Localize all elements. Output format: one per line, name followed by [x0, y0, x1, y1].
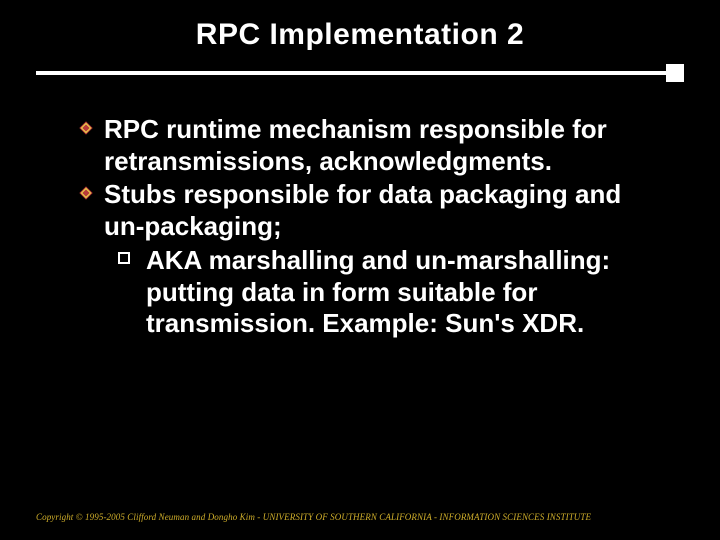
bullet-item: RPC runtime mechanism responsible for re… — [78, 114, 660, 177]
bullet-item: Stubs responsible for data packaging and… — [78, 179, 660, 242]
slide-title: RPC Implementation 2 — [0, 0, 720, 64]
diamond-bullet-icon — [78, 120, 94, 136]
slide-body: RPC runtime mechanism responsible for re… — [0, 82, 720, 340]
bullet-text: RPC runtime mechanism responsible for re… — [104, 114, 607, 176]
diamond-bullet-icon — [78, 185, 94, 201]
square-bullet-icon — [118, 252, 130, 264]
slide: RPC Implementation 2 RPC runtime mechani… — [0, 0, 720, 540]
divider-line — [36, 71, 684, 75]
sub-bullet-item: AKA marshalling and un-marshalling: putt… — [78, 245, 660, 340]
title-divider — [36, 64, 684, 82]
bullet-text: Stubs responsible for data packaging and… — [104, 179, 621, 241]
copyright-footer: Copyright © 1995-2005 Clifford Neuman an… — [36, 512, 684, 522]
divider-cap — [666, 64, 684, 82]
sub-bullet-text: AKA marshalling and un-marshalling: putt… — [146, 245, 610, 338]
